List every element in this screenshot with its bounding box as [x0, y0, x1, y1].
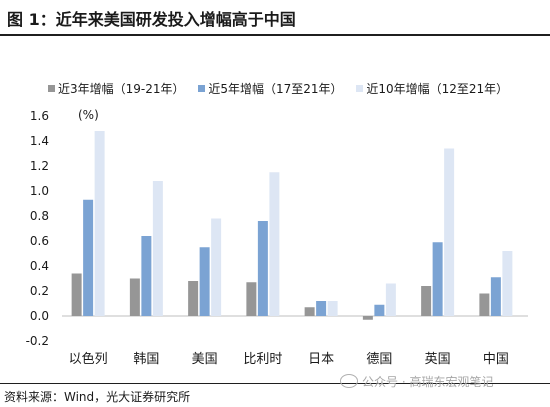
figure-title: 图 1：近年来美国研发投入增幅高于中国: [7, 10, 296, 29]
y-tick-label: -0.2: [26, 334, 49, 348]
bar: [141, 236, 152, 316]
watermark-text: 公众号 · 高瑞东宏观笔记: [362, 375, 494, 389]
y-tick-label: 1.2: [30, 159, 49, 173]
legend-label-10yr: 近10年增幅（12至21年）: [366, 82, 509, 96]
title-divider: [0, 34, 550, 36]
y-tick-label: 0.8: [30, 209, 49, 223]
x-category-label: 美国: [192, 352, 218, 367]
bar: [385, 283, 396, 316]
bar: [421, 286, 432, 316]
x-category-label: 韩国: [133, 352, 159, 367]
watermark: 公众号 · 高瑞东宏观笔记: [340, 373, 493, 390]
y-tick-label: 0.4: [30, 259, 49, 273]
bar: [199, 247, 210, 316]
bar: [327, 301, 338, 316]
legend-swatch-3yr: [48, 85, 55, 92]
y-tick-label: 1.4: [30, 134, 49, 148]
y-tick-label: 0.2: [30, 284, 49, 298]
source-note: 资料来源：Wind，光大证券研究所: [4, 390, 191, 404]
x-category-label: 中国: [483, 352, 509, 367]
y-unit-label: (%): [78, 108, 99, 122]
footer-divider: [0, 383, 550, 384]
legend-item-10yr: 近10年增幅（12至21年）: [356, 80, 508, 97]
legend-swatch-5yr: [198, 85, 206, 92]
bar: [304, 307, 315, 316]
bar: [129, 278, 140, 316]
x-category-label: 德国: [366, 352, 392, 367]
legend-label-5yr: 近5年增幅（17至21年）: [208, 82, 343, 96]
legend-swatch-10yr: [356, 85, 364, 92]
y-tick-label: 0.6: [30, 234, 49, 248]
bar: [362, 316, 373, 320]
bar: [374, 304, 385, 316]
bar: [432, 242, 443, 316]
bar: [444, 148, 455, 316]
y-tick-label: 1.0: [30, 184, 49, 198]
y-tick-label: 1.6: [30, 109, 49, 123]
bar: [188, 281, 199, 316]
bar: [257, 221, 268, 316]
wechat-icon: [340, 374, 358, 388]
bar: [316, 301, 327, 316]
bar: [211, 218, 222, 316]
bar: [479, 293, 490, 316]
chart-legend: 近3年增幅（19-21年） 近5年增幅（17至21年） 近10年增幅（12至21…: [48, 80, 518, 97]
bar: [490, 277, 501, 316]
bar: [71, 273, 82, 316]
legend-label-3yr: 近3年增幅（19-21年）: [58, 82, 185, 96]
bar: [269, 172, 280, 316]
y-tick-label: 0.0: [30, 309, 49, 323]
legend-item-5yr: 近5年增幅（17至21年）: [198, 80, 343, 97]
bar-chart: -0.2 0.0 0.2 0.4 0.6 0.8 1.0 1.2 1.4 1.6 (%) 以色列 韩国 美…: [26, 108, 528, 367]
x-category-label: 以色列: [69, 351, 108, 367]
bar: [246, 282, 257, 316]
bar: [94, 131, 105, 316]
legend-item-3yr: 近3年增幅（19-21年）: [48, 80, 185, 97]
x-category-label: 比利时: [243, 352, 282, 367]
bar: [502, 251, 513, 316]
x-category-label: 日本: [308, 352, 334, 367]
bar: [152, 181, 163, 316]
x-category-label: 英国: [425, 352, 451, 367]
bar: [83, 199, 94, 316]
